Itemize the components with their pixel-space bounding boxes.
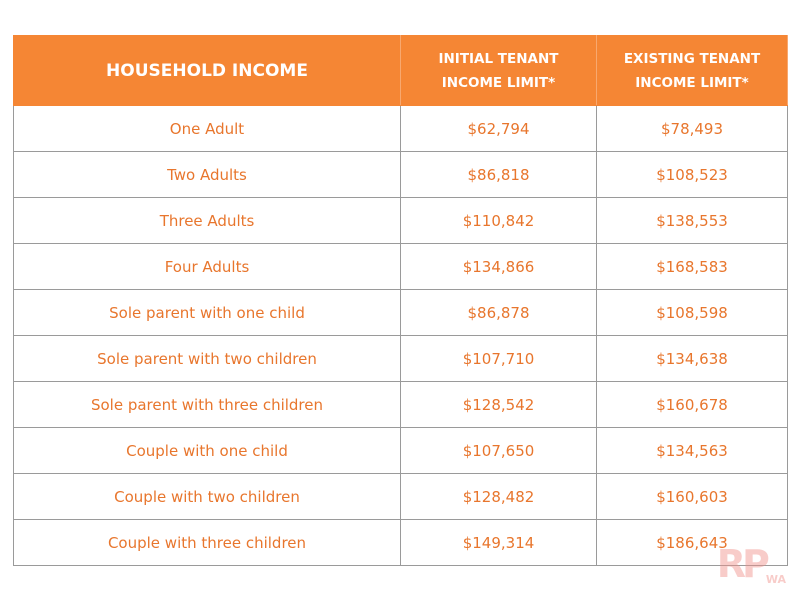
household-cell: Two Adults	[13, 151, 401, 198]
household-cell: One Adult	[13, 105, 401, 152]
table-row: Couple with three children $149,314 $186,6…	[13, 519, 788, 566]
limit-cell: $86,818	[400, 151, 597, 198]
limit-cell: $108,598	[596, 289, 788, 336]
table-row: Sole parent with three children $128,542 $…	[13, 381, 788, 428]
header-cell: EXISTING TENANT INCOME LIMIT*	[596, 35, 788, 106]
limit-cell: $138,553	[596, 197, 788, 244]
limit-cell: $128,542	[400, 381, 597, 428]
limit-cell: $108,523	[596, 151, 788, 198]
limit-cell: $128,482	[400, 473, 597, 520]
household-cell: Couple with three children	[13, 519, 401, 566]
limit-cell: $134,563	[596, 427, 788, 474]
household-cell: Couple with two children	[13, 473, 401, 520]
table-row: Two Adults $86,818 $108,523	[13, 151, 788, 198]
table-row: Couple with two children $128,482 $160,603	[13, 473, 788, 520]
limit-cell: $134,866	[400, 243, 597, 290]
table-header: HOUSEHOLD INCOME INITIAL TENANT INCOME LI…	[13, 35, 788, 106]
logo-sub: WA	[765, 573, 786, 586]
header-cell: INITIAL TENANT INCOME LIMIT*	[400, 35, 597, 106]
table-row: Sole parent with one child $86,878 $108,59…	[13, 289, 788, 336]
limit-cell: $186,643	[596, 519, 788, 566]
limit-cell: $86,878	[400, 289, 597, 336]
limit-cell: $160,678	[596, 381, 788, 428]
household-cell: Sole parent with two children	[13, 335, 401, 382]
household-cell: Sole parent with one child	[13, 289, 401, 336]
limit-cell: $149,314	[400, 519, 597, 566]
limit-cell: $160,603	[596, 473, 788, 520]
household-cell: Sole parent with three children	[13, 381, 401, 428]
limit-cell: $107,650	[400, 427, 597, 474]
table-row: Couple with one child $107,650 $134,563	[13, 427, 788, 474]
header-cell: HOUSEHOLD INCOME	[13, 35, 401, 106]
limit-cell: $134,638	[596, 335, 788, 382]
limit-cell: $78,493	[596, 105, 788, 152]
header-row: HOUSEHOLD INCOME INITIAL TENANT INCOME LI…	[13, 35, 788, 106]
table-row: One Adult $62,794 $78,493	[13, 105, 788, 152]
logo-mark: RP	[716, 542, 770, 586]
household-cell: Three Adults	[13, 197, 401, 244]
limit-cell: $107,710	[400, 335, 597, 382]
income-table: HOUSEHOLD INCOME INITIAL TENANT INCOME LI…	[13, 35, 788, 566]
household-cell: Couple with one child	[13, 427, 401, 474]
table-row: Three Adults $110,842 $138,553	[13, 197, 788, 244]
table-body: One Adult $62,794 $78,493 Two Adults $86,818…	[13, 105, 788, 566]
limit-cell: $62,794	[400, 105, 597, 152]
limit-cell: $110,842	[400, 197, 597, 244]
table-row: Sole parent with two children $107,710 $13…	[13, 335, 788, 382]
table-row: Four Adults $134,866 $168,583	[13, 243, 788, 290]
household-cell: Four Adults	[13, 243, 401, 290]
limit-cell: $168,583	[596, 243, 788, 290]
logo: RPWA	[717, 542, 786, 586]
